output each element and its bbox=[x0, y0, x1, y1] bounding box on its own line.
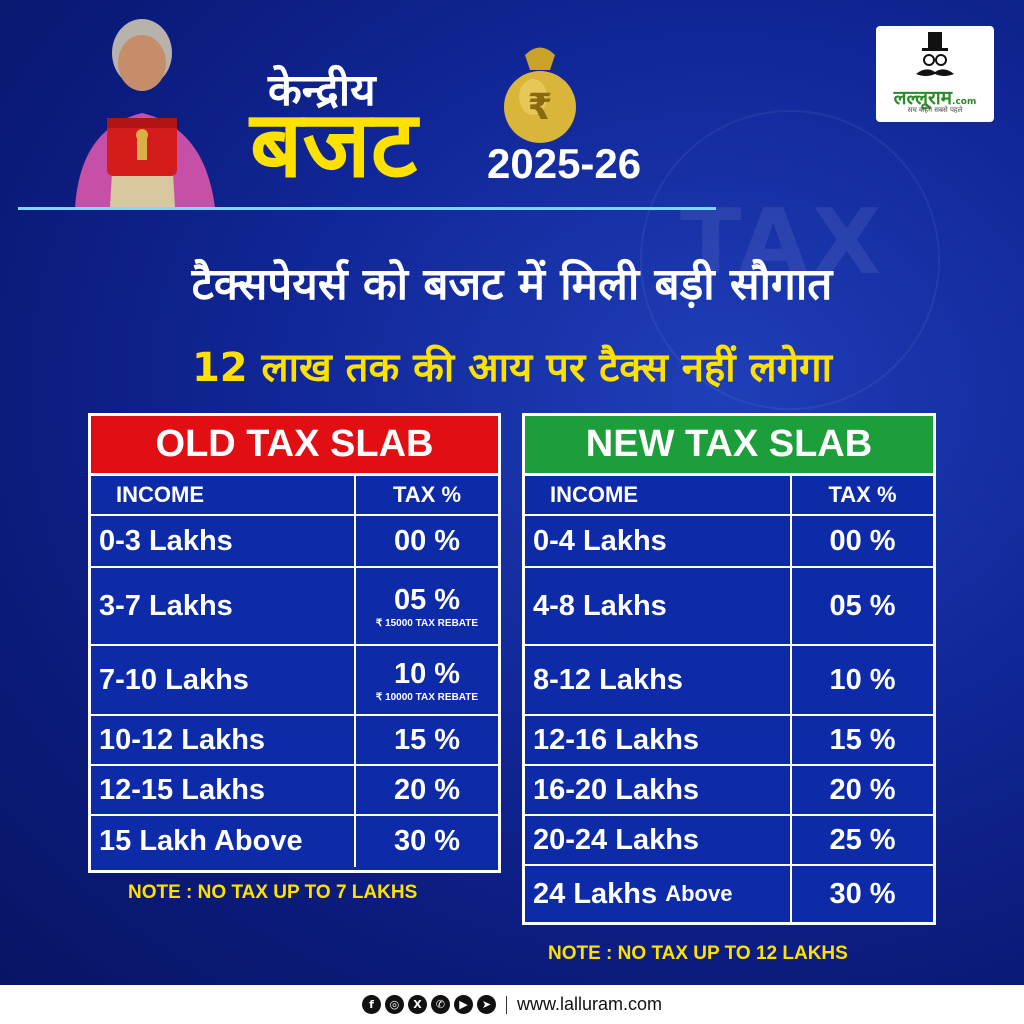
footer-divider bbox=[505, 995, 507, 1014]
tax-cell: 10 % bbox=[829, 663, 896, 696]
table-row: 3-7 Lakhs 05 % ₹ 15000 TAX REBATE bbox=[91, 568, 498, 646]
table-row: 0-3 Lakhs 00 % bbox=[91, 516, 498, 568]
table-row: 16-20 Lakhs 20 % bbox=[525, 766, 933, 816]
tax-cell: 20 % bbox=[393, 773, 461, 806]
lalluram-logo[interactable]: लल्लूराम.com सच कहेंगे सबसे पहले bbox=[876, 26, 994, 122]
website-link[interactable]: www.lalluram.com bbox=[516, 994, 663, 1014]
title-budget: बजट bbox=[250, 91, 418, 198]
tax-cell: 15 % bbox=[829, 723, 896, 756]
headline: टैक्सपेयर्स को बजट में मिली बड़ी सौगात bbox=[191, 259, 833, 310]
new-tax-slab-table: NEW TAX SLAB INCOME TAX % 0-4 Lakhs 00 %… bbox=[522, 413, 936, 925]
table-row: 24 Lakhs Above 30 % bbox=[525, 866, 933, 922]
table-row: 12-15 Lakhs 20 % bbox=[91, 766, 498, 816]
income-cell: 16-20 Lakhs bbox=[525, 766, 792, 814]
new-slab-note: NOTE : NO TAX UP TO 12 LAKHS bbox=[548, 943, 848, 964]
income-cell: 15 Lakh Above bbox=[91, 816, 356, 867]
col-income-header: INCOME bbox=[525, 476, 792, 514]
tax-rate: 05 % bbox=[393, 583, 461, 616]
tax-cell: 05 % bbox=[829, 589, 896, 622]
tax-cell: 15 % bbox=[393, 723, 461, 756]
tax-cell: 00 % bbox=[393, 524, 461, 557]
money-bag-icon: ₹ bbox=[504, 47, 576, 143]
income-cell: 0-4 Lakhs bbox=[525, 516, 792, 566]
income-cell: 24 Lakhs Above bbox=[525, 866, 792, 922]
income-cell: 12-16 Lakhs bbox=[525, 716, 792, 764]
tax-cell: 05 % ₹ 15000 TAX REBATE bbox=[356, 568, 498, 644]
tax-cell: 25 % bbox=[829, 823, 896, 856]
x-icon[interactable]: X bbox=[407, 995, 427, 1014]
old-slab-note: NOTE : NO TAX UP TO 7 LAKHS bbox=[128, 882, 418, 903]
logo-mustache-icon bbox=[916, 32, 954, 76]
background-decoration bbox=[640, 110, 940, 410]
income-cell: 3-7 Lakhs bbox=[91, 568, 356, 644]
old-tax-slab-table: OLD TAX SLAB INCOME TAX % 0-3 Lakhs 00 %… bbox=[88, 413, 501, 873]
table-row: 15 Lakh Above 30 % bbox=[91, 816, 498, 867]
tax-rate: 10 % bbox=[393, 657, 461, 690]
table-row: 0-4 Lakhs 00 % bbox=[525, 516, 933, 568]
income-cell: 8-12 Lakhs bbox=[525, 646, 792, 714]
income-cell: 10-12 Lakhs bbox=[91, 716, 356, 764]
tax-rebate-note: ₹ 10000 TAX REBATE bbox=[375, 691, 479, 703]
tax-cell: 30 % bbox=[393, 825, 461, 857]
col-income-header: INCOME bbox=[91, 476, 356, 514]
col-tax-header: TAX % bbox=[828, 482, 897, 507]
table-row: 8-12 Lakhs 10 % bbox=[525, 646, 933, 716]
income-cell: 7-10 Lakhs bbox=[91, 646, 356, 714]
table-row: 20-24 Lakhs 25 % bbox=[525, 816, 933, 866]
col-tax-header: TAX % bbox=[392, 482, 462, 507]
logo-text: लल्लूराम.com bbox=[893, 87, 977, 109]
tax-rebate-note: ₹ 15000 TAX REBATE bbox=[375, 617, 479, 629]
whatsapp-icon[interactable]: ✆ bbox=[430, 995, 450, 1014]
facebook-icon[interactable]: f bbox=[361, 995, 381, 1014]
table-header-row: INCOME TAX % bbox=[525, 476, 933, 516]
youtube-icon[interactable]: ▶ bbox=[453, 995, 473, 1014]
table-row: 12-16 Lakhs 15 % bbox=[525, 716, 933, 766]
subheadline: 12 लाख तक की आय पर टैक्स नहीं लगेगा bbox=[191, 345, 833, 391]
income-cell: 4-8 Lakhs bbox=[525, 568, 792, 644]
income-cell: 12-15 Lakhs bbox=[91, 766, 356, 814]
table-row: 10-12 Lakhs 15 % bbox=[91, 716, 498, 766]
income-cell: 0-3 Lakhs bbox=[91, 516, 356, 566]
finance-minister-portrait bbox=[75, 19, 215, 208]
logo-tagline: सच कहेंगे सबसे पहले bbox=[907, 106, 963, 114]
title-year: 2025-26 bbox=[487, 140, 642, 187]
table-row: 4-8 Lakhs 05 % bbox=[525, 568, 933, 646]
footer: f ◎ X ✆ ▶ ➤ www.lalluram.com bbox=[0, 985, 1024, 1024]
new-slab-title: NEW TAX SLAB bbox=[525, 416, 933, 476]
old-slab-title: OLD TAX SLAB bbox=[91, 416, 498, 476]
tax-cell: 10 % ₹ 10000 TAX REBATE bbox=[356, 646, 498, 714]
table-row: 7-10 Lakhs 10 % ₹ 10000 TAX REBATE bbox=[91, 646, 498, 716]
tax-cell: 20 % bbox=[829, 773, 896, 806]
telegram-icon[interactable]: ➤ bbox=[476, 995, 496, 1014]
header-divider bbox=[18, 207, 716, 210]
table-header-row: INCOME TAX % bbox=[91, 476, 498, 516]
income-cell: 20-24 Lakhs bbox=[525, 816, 792, 864]
tax-cell: 00 % bbox=[829, 524, 896, 557]
tax-cell: 30 % bbox=[829, 877, 896, 910]
instagram-icon[interactable]: ◎ bbox=[384, 995, 404, 1014]
svg-text:₹: ₹ bbox=[527, 87, 552, 128]
title-kendriya: केन्द्रीय bbox=[268, 65, 376, 116]
